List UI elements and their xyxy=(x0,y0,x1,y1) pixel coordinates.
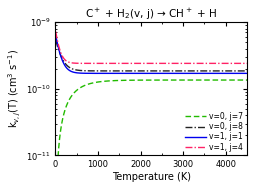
v=1, j=1 xyxy=(87,72,90,74)
v=1, j=4 xyxy=(182,62,185,64)
v=0, j=7 xyxy=(221,79,224,81)
v=0, j=7 xyxy=(87,83,90,85)
v=1, j=4 xyxy=(87,62,90,64)
v=0, j=7 xyxy=(128,79,131,81)
Line: v=1, j=4: v=1, j=4 xyxy=(56,32,247,63)
v=1, j=1 xyxy=(246,72,249,74)
v=0, j=8 xyxy=(221,70,224,72)
X-axis label: Temperature (K): Temperature (K) xyxy=(112,172,191,182)
v=0, j=7 xyxy=(136,79,139,81)
Legend: v=0, j=7, v=0, j=8, v=1, j=1, v=1, j=4: v=0, j=7, v=0, j=8, v=1, j=1, v=1, j=4 xyxy=(183,111,245,153)
v=0, j=7 xyxy=(242,79,245,81)
v=1, j=4 xyxy=(128,62,131,64)
v=1, j=4 xyxy=(54,30,57,33)
Line: v=0, j=8: v=0, j=8 xyxy=(56,40,247,71)
Title: C$^+$ + H$_2$(v, j) → CH$^+$ + H: C$^+$ + H$_2$(v, j) → CH$^+$ + H xyxy=(85,7,217,22)
Line: v=0, j=7: v=0, j=7 xyxy=(56,80,247,189)
v=1, j=1 xyxy=(54,34,57,37)
v=1, j=4 xyxy=(246,62,249,64)
v=1, j=1 xyxy=(221,72,224,74)
Y-axis label: k$_{v,j}$(T) (cm$^3$ s$^{-1}$): k$_{v,j}$(T) (cm$^3$ s$^{-1}$) xyxy=(7,49,23,128)
v=1, j=4 xyxy=(221,62,224,64)
v=1, j=1 xyxy=(216,72,219,74)
v=0, j=8 xyxy=(242,70,245,72)
v=0, j=8 xyxy=(136,70,139,72)
v=0, j=8 xyxy=(87,70,90,72)
v=1, j=1 xyxy=(128,72,131,74)
v=1, j=1 xyxy=(136,72,139,74)
v=0, j=7 xyxy=(246,79,249,81)
Line: v=1, j=1: v=1, j=1 xyxy=(56,36,247,73)
v=1, j=1 xyxy=(242,72,245,74)
v=1, j=4 xyxy=(242,62,245,64)
v=1, j=4 xyxy=(136,62,139,64)
v=1, j=4 xyxy=(76,62,79,64)
v=0, j=8 xyxy=(76,69,79,71)
v=1, j=1 xyxy=(76,72,79,74)
v=0, j=8 xyxy=(54,39,57,41)
v=0, j=8 xyxy=(242,70,245,72)
v=0, j=7 xyxy=(76,88,79,91)
v=0, j=8 xyxy=(128,70,131,72)
v=0, j=8 xyxy=(246,70,249,72)
